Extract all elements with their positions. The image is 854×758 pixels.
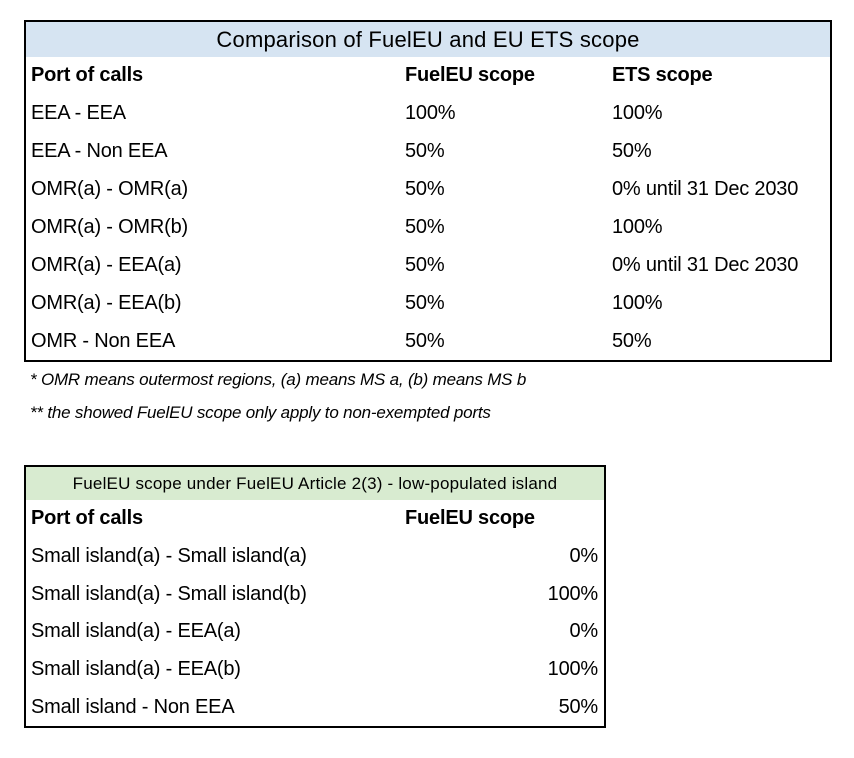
table-row: Small island(a) - Small island(b) 100%	[26, 575, 604, 613]
table-row: OMR(a) - EEA(b) 50% 100%	[26, 284, 830, 322]
footnote-fueleu-exemption: ** the showed FuelEU scope only apply to…	[30, 403, 491, 422]
fueleu-scope-cell: 50%	[405, 329, 445, 352]
port-cell: EEA - Non EEA	[31, 140, 168, 163]
port-cell: Small island(a) - EEA(a)	[31, 620, 241, 643]
column-header-ets-scope: ETS scope	[612, 64, 713, 87]
ets-scope-cell: 100%	[612, 102, 663, 125]
column-header-port-of-calls: Port of calls	[31, 507, 143, 530]
port-cell: Small island(a) - Small island(b)	[31, 582, 307, 605]
table-row: Small island - Non EEA 50%	[26, 688, 604, 726]
ets-scope-cell: 100%	[612, 291, 663, 314]
footnote-omr-definition: * OMR means outermost regions, (a) means…	[30, 370, 527, 389]
port-cell: OMR(a) - OMR(b)	[31, 215, 188, 238]
table-row: Small island(a) - EEA(a) 0%	[26, 613, 604, 651]
fueleu-ets-comparison-table: Comparison of FuelEU and EU ETS scope Po…	[24, 20, 832, 362]
fueleu-scope-cell: 50%	[405, 253, 445, 276]
port-cell: OMR - Non EEA	[31, 329, 176, 352]
fueleu-scope-cell: 50%	[405, 178, 445, 201]
port-cell: Small island - Non EEA	[31, 695, 235, 718]
fueleu-scope-cell: 50%	[405, 215, 445, 238]
fueleu-article-2-3-island-table: FuelEU scope under FuelEU Article 2(3) -…	[24, 465, 606, 728]
column-header-fueleu-scope: FuelEU scope	[405, 64, 535, 87]
table1-title: Comparison of FuelEU and EU ETS scope	[26, 22, 830, 57]
ets-scope-cell: 0% until 31 Dec 2030	[612, 178, 799, 201]
fueleu-scope-cell: 100%	[547, 582, 599, 605]
port-cell: EEA - EEA	[31, 102, 126, 125]
column-header-fueleu-scope: FuelEU scope	[405, 507, 535, 530]
fueleu-scope-cell: 100%	[547, 658, 599, 681]
table1-header-row: Port of calls FuelEU scope ETS scope	[26, 57, 830, 95]
port-cell: OMR(a) - EEA(a)	[31, 253, 182, 276]
table-row: OMR(a) - OMR(a) 50% 0% until 31 Dec 2030	[26, 171, 830, 209]
table-row: OMR(a) - OMR(b) 50% 100%	[26, 209, 830, 247]
table2-title: FuelEU scope under FuelEU Article 2(3) -…	[26, 467, 604, 500]
table-row: OMR - Non EEA 50% 50%	[26, 322, 830, 360]
ets-scope-cell: 100%	[612, 215, 663, 238]
table-row: Small island(a) - Small island(a) 0%	[26, 538, 604, 576]
ets-scope-cell: 50%	[612, 329, 652, 352]
table2-header-row: Port of calls FuelEU scope	[26, 500, 604, 538]
ets-scope-cell: 0% until 31 Dec 2030	[612, 253, 799, 276]
fueleu-scope-cell: 100%	[405, 102, 456, 125]
fueleu-scope-cell: 50%	[405, 291, 445, 314]
table-row: OMR(a) - EEA(a) 50% 0% until 31 Dec 2030	[26, 246, 830, 284]
port-cell: Small island(a) - Small island(a)	[31, 545, 307, 567]
table-row: Small island(a) - EEA(b) 100%	[26, 651, 604, 689]
table-row: EEA - EEA 100% 100%	[26, 95, 830, 133]
port-cell: OMR(a) - EEA(b)	[31, 291, 182, 314]
fueleu-scope-cell: 50%	[405, 140, 445, 163]
fueleu-scope-cell: 0%	[569, 545, 598, 567]
ets-scope-cell: 50%	[612, 140, 652, 163]
port-cell: Small island(a) - EEA(b)	[31, 658, 241, 681]
table-row: EEA - Non EEA 50% 50%	[26, 133, 830, 171]
fueleu-scope-cell: 50%	[558, 695, 599, 718]
port-cell: OMR(a) - OMR(a)	[31, 178, 188, 201]
fueleu-scope-cell: 0%	[569, 620, 598, 643]
column-header-port-of-calls: Port of calls	[31, 64, 143, 87]
